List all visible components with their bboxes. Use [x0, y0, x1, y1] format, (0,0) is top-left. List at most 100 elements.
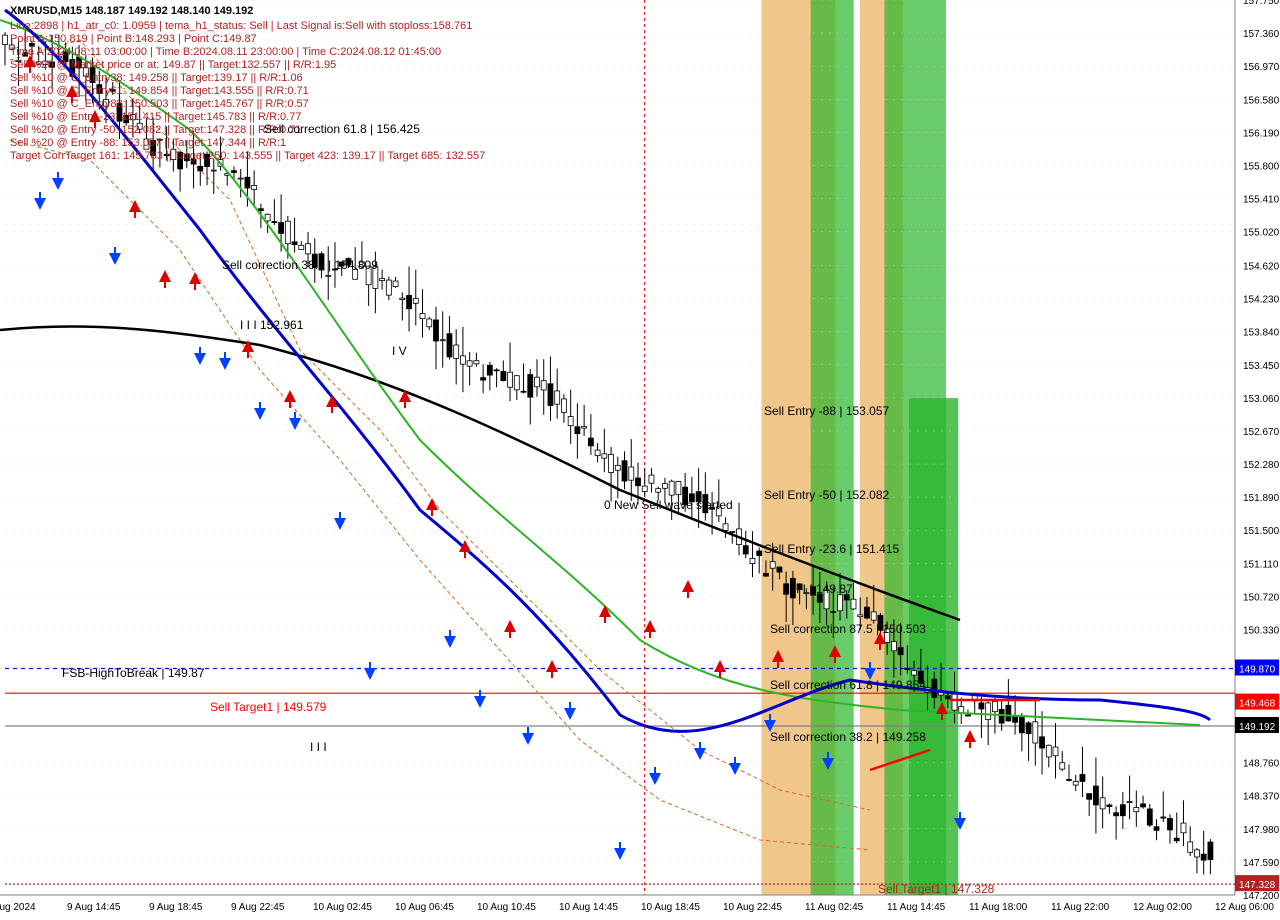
x-tick-label: 10 Aug 18:45 — [641, 902, 700, 913]
candle — [568, 417, 573, 426]
candle — [1201, 854, 1206, 860]
candle — [777, 567, 782, 572]
candle — [750, 558, 755, 563]
candle — [1154, 827, 1159, 831]
candle — [494, 370, 499, 371]
candle — [999, 709, 1004, 723]
y-tick-label: 148.760 — [1243, 759, 1280, 770]
candle — [1087, 794, 1092, 800]
info-line: Sell %10 @ Entry -23: 151.415 || Target:… — [10, 111, 301, 123]
candle — [238, 178, 243, 179]
chart-annotation: Sell Entry -23.6 | 151.415 — [764, 542, 899, 556]
candle — [945, 696, 950, 699]
candle — [636, 478, 641, 486]
candle — [3, 35, 8, 44]
candle — [1073, 781, 1078, 785]
chart-annotation: I V — [392, 344, 407, 358]
candle — [1120, 805, 1125, 816]
y-tick-label: 147.980 — [1243, 825, 1280, 836]
candle — [454, 345, 459, 358]
y-tick-label: 151.110 — [1243, 559, 1279, 570]
candle — [784, 584, 789, 594]
candle — [265, 214, 270, 221]
y-tick-label: 152.670 — [1243, 427, 1280, 438]
candle — [460, 356, 465, 364]
candle — [1167, 818, 1172, 829]
candle — [1174, 838, 1179, 841]
candle — [1208, 842, 1213, 860]
y-tick-label: 151.890 — [1243, 493, 1280, 504]
y-tick-label: 152.280 — [1243, 460, 1280, 471]
info-line: Line:2898 | h1_atr_c0: 1.0959 | tema_h1_… — [10, 20, 472, 32]
candle — [481, 378, 486, 381]
chart-annotation: Sell Entry -50 | 152.082 — [764, 488, 889, 502]
candle — [1060, 763, 1065, 769]
y-tick-label: 150.330 — [1243, 625, 1280, 636]
candle — [649, 475, 654, 483]
candle — [508, 372, 513, 387]
candle — [306, 244, 311, 254]
x-tick-label: 11 Aug 14:45 — [887, 902, 946, 913]
candle — [252, 185, 257, 189]
svg-text:147.328: 147.328 — [1239, 880, 1276, 891]
x-tick-label: 9 Aug 18:45 — [149, 902, 203, 913]
info-line: Sell %10 @ C_Entry38: 149.258 || Target:… — [10, 72, 303, 84]
candle — [534, 377, 539, 387]
candle — [790, 578, 795, 598]
chart-annotation: Sell correction 87.5 | 150.503 — [770, 622, 926, 636]
candle — [1053, 747, 1058, 756]
y-tick-label: 151.500 — [1243, 526, 1280, 537]
candle — [521, 391, 526, 392]
chart-annotation: Sell correction 61.8 | 156.425 — [264, 122, 420, 136]
x-tick-label: 12 Aug 02:00 — [1133, 902, 1192, 913]
candle — [676, 481, 681, 494]
candle — [770, 562, 775, 569]
y-tick-label: 153.450 — [1243, 361, 1280, 372]
candle — [413, 298, 418, 303]
candle — [380, 278, 385, 280]
candle — [279, 223, 284, 234]
candle — [211, 170, 216, 171]
candle — [622, 461, 627, 481]
candle — [427, 319, 432, 327]
info-line: Time A:2024.08.11 03:00:00 | Time B:2024… — [10, 46, 441, 58]
x-tick-label: 10 Aug 14:45 — [559, 902, 618, 913]
candle — [1066, 779, 1071, 780]
x-tick-label: 10 Aug 06:45 — [395, 902, 454, 913]
candle — [1019, 716, 1024, 733]
x-tick-label: 11 Aug 18:00 — [969, 902, 1028, 913]
y-tick-label: 150.720 — [1243, 592, 1280, 603]
chart-annotation: I I I 152.961 — [240, 318, 303, 332]
y-tick-label: 156.190 — [1243, 128, 1280, 139]
candle — [1013, 716, 1018, 722]
candle — [871, 612, 876, 620]
candle — [231, 171, 236, 173]
candle — [1114, 813, 1119, 816]
chart-annotation: Sell correction 61.8 | 149.854 — [770, 678, 926, 692]
candle — [595, 450, 600, 456]
candle — [986, 703, 991, 720]
candle — [582, 426, 587, 428]
y-tick-label: 153.840 — [1243, 328, 1280, 339]
candle — [615, 465, 620, 470]
x-tick-label: 9 Aug 14:45 — [67, 902, 121, 913]
info-line: Sell %10 @ C_Entry88: 150.503 || Target:… — [10, 98, 309, 110]
x-tick-label: 10 Aug 02:45 — [313, 902, 372, 913]
info-line: Point A:150.819 | Point B:148.293 | Poin… — [10, 33, 257, 45]
candle — [575, 427, 580, 434]
candle — [763, 573, 768, 576]
candle — [299, 245, 304, 249]
candle — [588, 438, 593, 446]
candle — [1026, 723, 1031, 734]
candle — [1181, 823, 1186, 833]
candle — [467, 361, 472, 366]
candle — [1147, 809, 1152, 825]
candle — [198, 166, 203, 171]
chart-annotation: Sell correction 38.2 | 149.258 — [770, 730, 926, 744]
candle — [386, 280, 391, 295]
candle — [1134, 808, 1139, 812]
candle — [858, 615, 863, 617]
symbol-title: XMRUSD,M15 148.187 149.192 148.140 149.1… — [10, 5, 253, 17]
chart-annotation: 0 New Sell wave started — [604, 498, 733, 512]
candle — [864, 607, 869, 618]
